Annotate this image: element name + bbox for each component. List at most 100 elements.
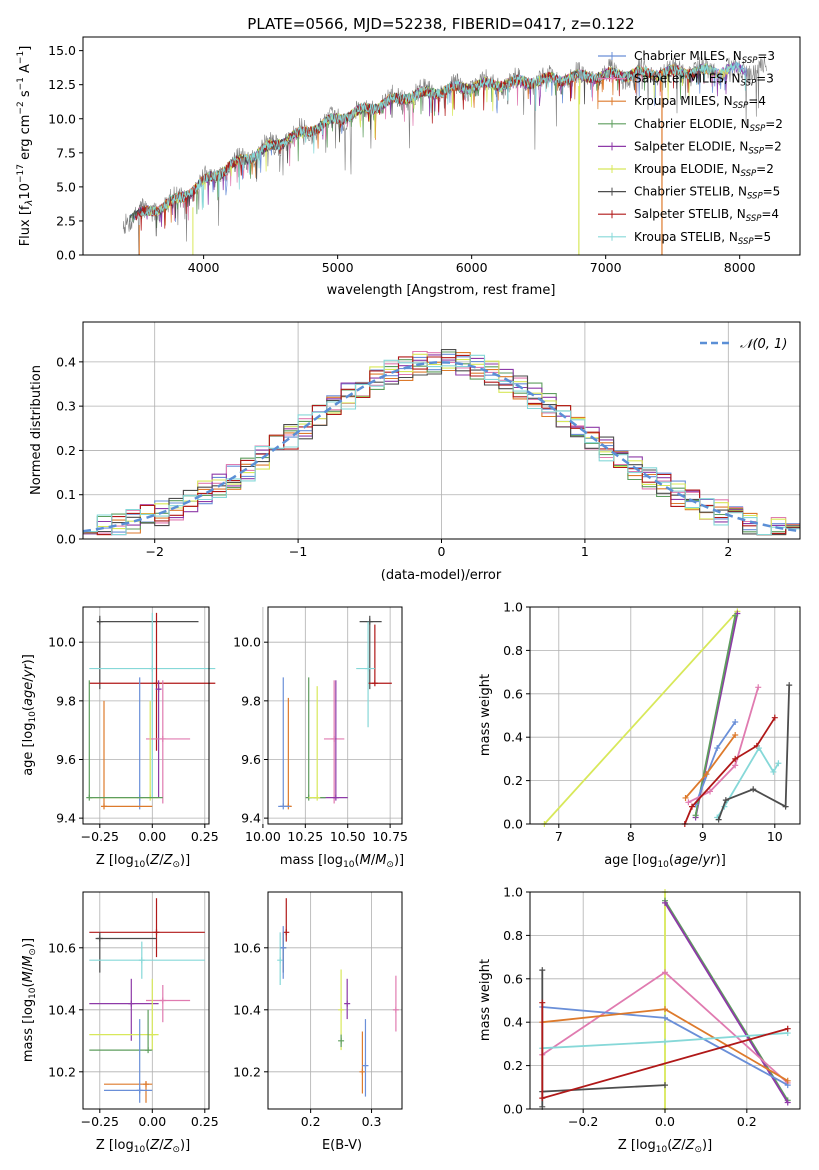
legend-label-kroupa-stelib: Kroupa STELIB, NSSP=5: [634, 230, 771, 247]
weight-vs-age-marker-chabrier-stelib: [715, 816, 722, 823]
weight-vs-age-x-tick-label: 10: [767, 829, 783, 844]
weight-vs-age-x-tick-label: 8: [627, 829, 635, 844]
mass-vs-ebv-point-kroupa-elodie: [338, 1006, 345, 1013]
mass-vs-ebv-point-kroupa-miles: [359, 1068, 366, 1075]
weight-vs-age-marker-kroupa-stelib: [775, 760, 782, 767]
normal-curve: [83, 361, 800, 533]
spectrum-lines: [122, 55, 767, 255]
mass-vs-Z-plot-area: −0.25 0.00 0.25 10.2 10.4 10.6: [48, 891, 219, 1129]
mass-vs-ebv-plot-area: 0.2 0.3 10.2 10.4 10.6: [233, 891, 403, 1129]
weight-vs-Z-y-tick-label: 0.0: [503, 1102, 523, 1117]
weight-vs-age-y-tick-label: 1.0: [503, 600, 523, 615]
spectrum-x-tick-label: 8000: [724, 260, 756, 275]
weight-vs-Z-marker-kroupa-miles: [784, 1077, 791, 1084]
age-vs-Z-y-tick-label: 9.4: [56, 811, 76, 826]
residuals-y-tick-label: 0.1: [56, 487, 76, 502]
mass-vs-Z-point-kroupa-miles: [143, 1081, 149, 1088]
weight-vs-Z-marker-salpeter-elodie: [784, 1099, 791, 1106]
weight-vs-age-marker-kroupa-miles: [682, 794, 689, 801]
mass-vs-Z-y-tick-label: 10.4: [48, 1002, 76, 1017]
mass-vs-ebv-point-chabrier-miles: [280, 944, 287, 951]
weight-vs-Z-marker-chabrier-stelib: [662, 1082, 668, 1089]
weight-vs-Z-x-label: Z [log10(Z/Z⊙)]: [618, 1138, 712, 1155]
legend-label-chabrier-miles: Chabrier MILES, NSSP=3: [634, 49, 775, 66]
age-vs-mass-y-tick-label: 10.0: [233, 635, 261, 650]
age-vs-mass-point-salpeter-elodie: [332, 794, 339, 801]
weight-vs-Z-line-chabrier-elodie: [664, 900, 789, 1101]
mass-vs-Z-point-kroupa-stelib: [138, 957, 145, 964]
age-vs-Z-point-kroupa-stelib: [149, 665, 156, 672]
mass-vs-ebv-point-salpeter-miles: [392, 1006, 399, 1013]
spectrum-y-tick-label: 5.0: [56, 179, 76, 194]
salpeter-stelib-model-line: [134, 64, 699, 231]
age-vs-Z-panel: −0.25 0.00 0.25 9.4 9.6 9.8 10.0 Z [log10(Z/Z⊙…: [21, 606, 219, 870]
weight-vs-age-x-tick-label: 7: [555, 829, 563, 844]
weight-vs-age-marker-salpeter-miles: [707, 788, 713, 795]
age-vs-mass-plot-area: 10.00 10.25 10.50 10.75 9.4 9.6 9.8 10.0: [233, 606, 408, 844]
spectrum-x-tick-label: 7000: [590, 260, 622, 275]
weight-vs-age-marker-kroupa-miles: [732, 732, 739, 739]
mass-vs-ebv-panel: 0.2 0.3 10.2 10.4 10.6 E(B-V): [233, 891, 403, 1153]
age-vs-Z-y-tick-label: 9.8: [56, 693, 76, 708]
residuals-y-tick-label: 0.2: [56, 443, 76, 458]
weight-vs-age-marker-kroupa-stelib: [755, 745, 762, 752]
mass-vs-ebv-point-salpeter-stelib: [283, 929, 290, 936]
weight-vs-Z-marker-salpeter-stelib: [539, 1095, 546, 1102]
weight-vs-Z-y-tick-label: 0.8: [503, 928, 523, 943]
weight-vs-age-line-chabrier-elodie: [694, 615, 737, 816]
weight-vs-age-marker-salpeter-miles: [685, 799, 692, 806]
spectrum-y-label: Flux [fλ10−17 erg cm−2 s−1 A−1]: [16, 46, 35, 247]
weight-vs-Z-panel: −0.2 0.0 0.2 0.0 0.2 0.4 0.6 0.8 1.0 Z [log10(Z/…: [478, 885, 801, 1155]
residuals-y-tick-label: 0.3: [56, 399, 76, 414]
mass-vs-Z-x-tick-label: 0.00: [138, 1114, 166, 1129]
age-vs-mass-y-tick-label: 9.8: [241, 693, 261, 708]
mass-vs-Z-x-tick-label: −0.25: [81, 1114, 119, 1129]
spectrum-x-tick-label: 4000: [188, 260, 220, 275]
mass-vs-Z-point-chabrier-elodie: [145, 1047, 152, 1054]
weight-vs-Z-marker-salpeter-stelib: [784, 1025, 791, 1032]
weight-vs-Z-marker-kroupa-miles: [662, 1006, 668, 1013]
age-vs-mass-y-tick-label: 9.4: [241, 811, 261, 826]
age-vs-mass-point-chabrier-stelib: [366, 618, 373, 625]
age-vs-Z-point-salpeter-elodie: [155, 686, 162, 693]
weight-vs-age-marker-salpeter-stelib: [732, 755, 739, 762]
residuals-x-tick-label: −2: [145, 544, 163, 559]
weight-vs-age-frame: [529, 606, 801, 825]
spectrum-frame: [82, 36, 801, 256]
residual-hist-kroupa-stelib: [83, 354, 800, 536]
residuals-legend: 𝒩(0, 1): [700, 337, 787, 352]
mass-vs-Z-x-label: Z [log10(Z/Z⊙)]: [96, 1138, 190, 1155]
weight-vs-age-marker-salpeter-stelib: [689, 803, 695, 810]
age-vs-Z-x-label: Z [log10(Z/Z⊙)]: [96, 853, 190, 870]
weight-vs-Z-y-tick-label: 0.6: [503, 971, 523, 986]
age-vs-mass-x-tick-label: 10.50: [330, 829, 366, 844]
weight-vs-Z-marker-salpeter-stelib: [539, 999, 546, 1006]
spectrum-x-tick-label: 6000: [456, 260, 488, 275]
mass-vs-ebv-x-label: E(B-V): [322, 1138, 362, 1153]
spectrum-panel: 4000 5000 6000 7000 8000 0.0 2.5 5.0 7.5 10.0 12.5…: [16, 36, 801, 298]
mass-vs-ebv-point-chabrier-elodie: [338, 1037, 345, 1044]
spectrum-y-tick-label: 12.5: [48, 77, 76, 92]
spectrum-y-tick-label: 15.0: [48, 43, 76, 58]
spectrum-x-tick-label: 5000: [322, 260, 354, 275]
age-vs-Z-point-kroupa-miles: [101, 803, 107, 810]
mass-vs-ebv-x-tick-label: 0.3: [362, 1114, 382, 1129]
weight-vs-age-line-kroupa-elodie: [543, 610, 739, 825]
mass-vs-ebv-y-tick-label: 10.4: [233, 1002, 261, 1017]
weight-vs-age-x-label: age [log10(age/yr)]: [604, 853, 726, 870]
residuals-x-tick-label: −1: [289, 544, 307, 559]
age-vs-Z-x-tick-label: 0.00: [138, 829, 166, 844]
residuals-hist-layer: [83, 349, 800, 536]
figure-title: PLATE=0566, MJD=52238, FIBERID=0417, z=0…: [247, 15, 634, 33]
weight-vs-age-marker-chabrier-stelib: [722, 797, 729, 804]
age-vs-Z-plot-area: −0.25 0.00 0.25 9.4 9.6 9.8 10.0: [48, 606, 219, 844]
mass-vs-Z-y-label: mass [log10(M/M⊙)]: [21, 938, 38, 1062]
weight-vs-Z-y-tick-label: 0.4: [503, 1015, 523, 1030]
mass-vs-Z-point-salpeter-miles: [159, 997, 166, 1004]
weight-vs-age-y-tick-label: 0.4: [503, 730, 523, 745]
weight-vs-age-marker-salpeter-stelib: [771, 714, 778, 721]
weight-vs-Z-y-label: mass weight: [478, 959, 493, 1041]
legend-label-salpeter-elodie: Salpeter ELODIE, NSSP=2: [634, 139, 782, 156]
weight-vs-age-plot-area: 7 8 9 10 0.0 0.2 0.4 0.6 0.8 1.0: [503, 600, 801, 844]
age-vs-mass-x-tick-label: 10.25: [287, 829, 323, 844]
